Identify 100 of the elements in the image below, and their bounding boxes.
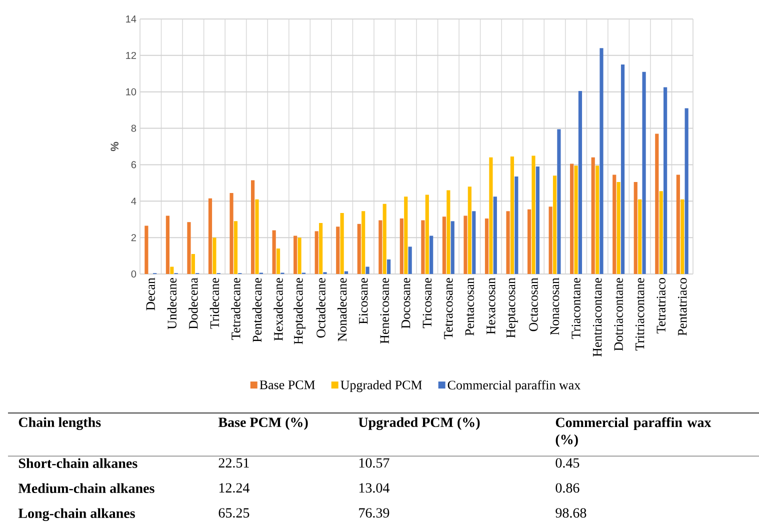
y-tick-label: 6 bbox=[131, 161, 136, 168]
bar bbox=[510, 156, 514, 274]
x-tick-label: Heptadecane bbox=[294, 278, 306, 344]
bar bbox=[430, 236, 434, 274]
x-tick-label: Hentriacontane bbox=[592, 278, 602, 357]
x-tick-label: Pentatriaco bbox=[678, 278, 687, 336]
text: Chain lengths bbox=[18, 417, 101, 430]
x-tick-label: Tetracosane bbox=[444, 278, 453, 340]
x-tick-label: Tricosane bbox=[422, 278, 432, 328]
bar bbox=[382, 204, 386, 274]
legend-label: Commercial paraffin wax bbox=[448, 380, 580, 392]
bar bbox=[484, 218, 489, 274]
y-tick-label: 4 bbox=[131, 198, 136, 205]
text: 65.25 bbox=[218, 508, 250, 518]
x-tick-label: Triacontane bbox=[572, 278, 580, 339]
x-tick-label: Octacosan bbox=[529, 278, 538, 332]
bar bbox=[400, 218, 404, 274]
y-tick-label: 10 bbox=[126, 88, 136, 96]
x-tick-label: Decan bbox=[146, 278, 155, 310]
bar bbox=[255, 199, 259, 274]
bar bbox=[191, 254, 195, 274]
x-tick-label: Eicosane bbox=[358, 278, 368, 324]
bar bbox=[620, 64, 625, 274]
text: Long-chain alkanes bbox=[18, 508, 135, 522]
x-tick-label: Tetradecane bbox=[231, 278, 240, 340]
bar bbox=[425, 194, 429, 274]
text: 0.45 bbox=[556, 458, 580, 468]
bar bbox=[578, 90, 582, 274]
bar bbox=[464, 216, 468, 274]
text: Base PCM (%) bbox=[218, 417, 308, 430]
bar bbox=[298, 238, 302, 274]
x-tick-label: Hexadecane bbox=[274, 278, 283, 341]
bar bbox=[144, 226, 148, 274]
text: 98.68 bbox=[556, 508, 586, 518]
bar bbox=[318, 223, 323, 274]
x-tick-label: Pentacosan bbox=[465, 278, 474, 336]
x-tick-label: Hexacosan bbox=[486, 278, 496, 334]
bar bbox=[595, 166, 600, 274]
bar bbox=[212, 238, 216, 274]
text: Medium-chain alkanes bbox=[18, 483, 154, 494]
bar bbox=[294, 236, 298, 274]
bar bbox=[250, 180, 255, 274]
bar bbox=[272, 230, 276, 274]
bar bbox=[357, 224, 361, 274]
bar bbox=[208, 198, 212, 274]
bar bbox=[527, 209, 532, 274]
x-tick-label: Pentadecane bbox=[252, 278, 262, 342]
bar bbox=[574, 166, 578, 274]
bar bbox=[378, 220, 382, 274]
text: Short-chain alkanes bbox=[18, 458, 138, 468]
bar bbox=[664, 87, 668, 274]
x-tick-label: Heneicosane bbox=[380, 278, 389, 344]
bar bbox=[676, 174, 680, 274]
bar bbox=[408, 246, 412, 274]
bar bbox=[404, 196, 408, 274]
bar bbox=[187, 222, 191, 274]
bar bbox=[552, 176, 557, 274]
bar bbox=[514, 176, 518, 274]
bar bbox=[362, 211, 366, 274]
x-tick-label: Tetratriaco bbox=[656, 278, 666, 334]
bar bbox=[387, 259, 391, 274]
y-tick-label: 14 bbox=[126, 16, 136, 22]
bar bbox=[612, 174, 616, 274]
bar bbox=[472, 211, 476, 274]
bar bbox=[340, 212, 344, 274]
x-tick-label: Heptacosan bbox=[506, 278, 518, 338]
bar bbox=[591, 157, 595, 274]
text: Upgraded PCM (%) bbox=[358, 417, 480, 430]
legend-label: Upgraded PCM bbox=[340, 380, 422, 392]
text: 10.57 bbox=[359, 458, 390, 468]
bar bbox=[570, 164, 574, 274]
text: 12.24 bbox=[219, 483, 250, 493]
x-tick-label: Docosane bbox=[402, 278, 410, 328]
x-tick-label: Tritriacontane bbox=[635, 278, 644, 350]
x-tick-label: Nonacosan bbox=[550, 278, 560, 335]
y-tick-label: 2 bbox=[131, 234, 136, 242]
bar bbox=[276, 248, 280, 274]
bar bbox=[170, 266, 174, 274]
bar bbox=[446, 190, 450, 274]
bar bbox=[655, 134, 659, 274]
bar bbox=[616, 182, 620, 274]
bar bbox=[642, 72, 646, 274]
bar bbox=[684, 108, 688, 274]
bar bbox=[166, 216, 170, 274]
y-tick-label: 12 bbox=[126, 52, 136, 59]
bar bbox=[344, 271, 348, 274]
bar bbox=[548, 206, 552, 274]
text: 22.51 bbox=[218, 458, 249, 468]
bar bbox=[450, 221, 454, 274]
text: 76.39 bbox=[359, 508, 390, 518]
bar bbox=[536, 166, 540, 274]
text: 13.04 bbox=[359, 483, 390, 493]
bar bbox=[421, 220, 425, 274]
bar bbox=[680, 199, 684, 274]
y-tick-label: 0 bbox=[131, 270, 136, 278]
x-tick-label: Nonadecane bbox=[337, 278, 347, 342]
bar bbox=[493, 196, 497, 274]
x-tick-label: Undecane bbox=[167, 278, 176, 330]
x-tick-label: Tridecane bbox=[210, 278, 220, 329]
bar bbox=[638, 199, 642, 274]
